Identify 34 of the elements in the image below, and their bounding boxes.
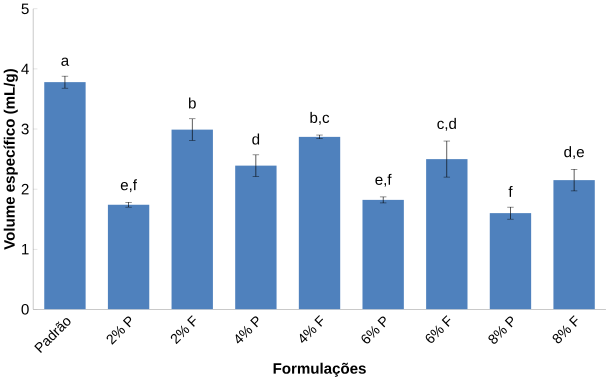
y-tick-label: 0 — [22, 304, 29, 314]
bar — [362, 200, 404, 310]
y-tick-label: 2 — [22, 184, 29, 194]
y-axis-title: Volume específico (mL/g) — [4, 68, 18, 250]
annotation: b,c — [310, 112, 330, 125]
x-tick-label: 6% P — [362, 316, 386, 344]
annotation: e,f — [120, 179, 137, 192]
annotation: a — [61, 57, 70, 66]
x-tick-label: 4% F — [300, 314, 324, 343]
y-tick-label: 5 — [22, 3, 29, 14]
bar — [235, 165, 277, 310]
y-tick-label: 3 — [22, 123, 29, 134]
y-tick-label: 1 — [22, 244, 29, 254]
x-axis-title: Formulações — [274, 362, 366, 377]
bar — [553, 180, 595, 310]
annotation: d — [252, 133, 260, 144]
x-tick-label: 6% F — [426, 315, 450, 343]
x-tick-label: 8% P — [488, 316, 513, 344]
x-tick-label: 2% P — [106, 316, 132, 345]
bar — [426, 158, 468, 310]
x-tick-label: 4% P — [236, 316, 258, 344]
y-tick-label: 4 — [21, 64, 29, 74]
annotation: d,e — [564, 146, 584, 159]
x-tick-label: 2% F — [170, 315, 196, 344]
bar — [490, 212, 532, 310]
bar — [298, 136, 340, 310]
bar — [172, 129, 213, 310]
annotation: b — [189, 97, 196, 108]
bar — [44, 82, 86, 310]
x-tick-label: 8% F — [552, 315, 578, 344]
bar — [108, 204, 150, 310]
annotation: e,f — [375, 174, 392, 186]
annotation: c,d — [437, 118, 456, 131]
annotation: f — [508, 186, 513, 197]
